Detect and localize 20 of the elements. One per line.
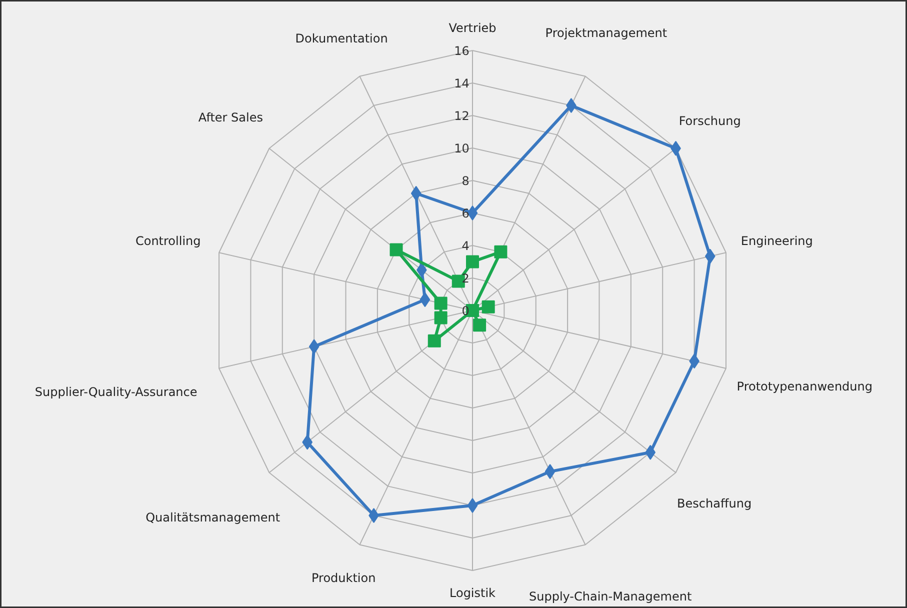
spoke-label: Forschung	[678, 114, 741, 128]
spoke-label: Engineering	[740, 234, 813, 248]
y-tick-label: 14	[454, 76, 470, 90]
y-tick-label: 16	[454, 44, 470, 58]
spoke-label: Qualitätsmanagement	[146, 510, 280, 525]
y-tick-label: 12	[454, 109, 470, 123]
y-tick-label: 10	[454, 142, 470, 156]
spoke-label: Logistik	[449, 586, 496, 600]
spoke-label: Vertrieb	[448, 21, 496, 36]
spoke-label: After Sales	[198, 110, 263, 125]
spoke-label: Dokumentation	[295, 32, 388, 46]
spoke-label: Beschaffung	[677, 496, 752, 510]
spoke-label: Prototypenanwendung	[736, 379, 872, 394]
spoke-label: Supplier-Quality-Assurance	[34, 384, 198, 399]
spoke-label: Controlling	[135, 234, 201, 248]
spoke-label: Projektmanagement	[545, 26, 668, 40]
spoke-label: Produktion	[312, 571, 376, 586]
spoke-label: Supply-Chain-Management	[528, 590, 692, 604]
y-tick-label: 8	[462, 174, 470, 188]
y-tick-label: 4	[462, 239, 470, 253]
